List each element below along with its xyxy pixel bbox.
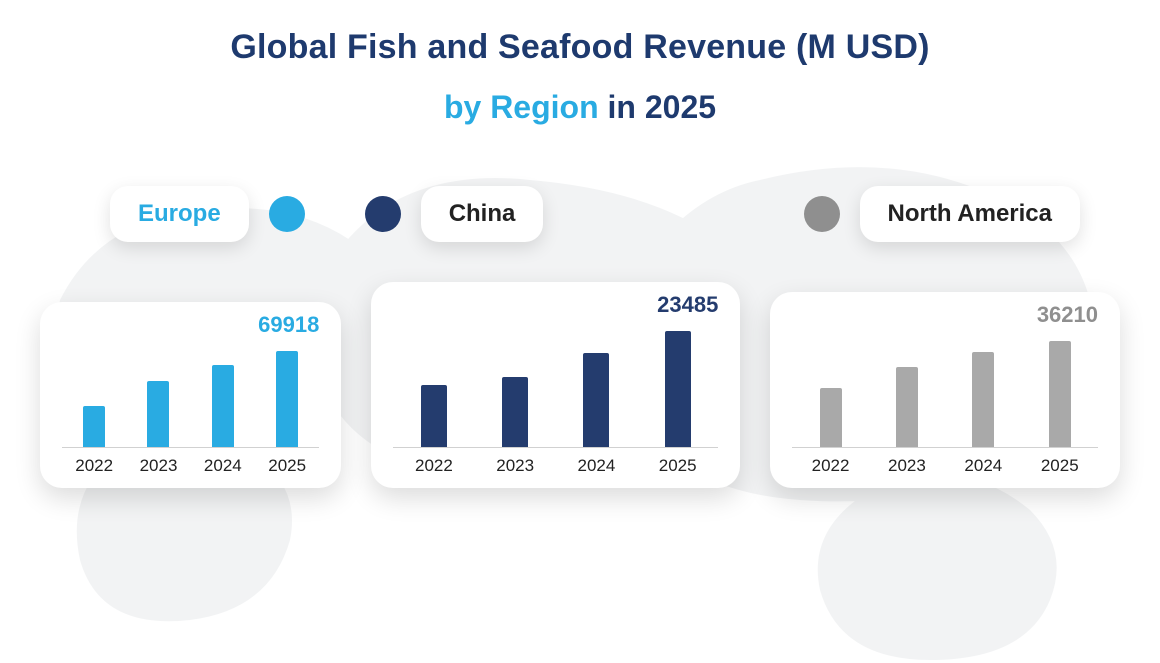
bar <box>583 353 609 447</box>
bars-na <box>792 308 1098 448</box>
dot-europe <box>269 196 305 232</box>
chart-card-europe: 69918 2022 2023 2024 2025 <box>40 302 341 488</box>
x-label: 2022 <box>415 456 453 476</box>
bar <box>665 331 691 447</box>
x-label: 2023 <box>496 456 534 476</box>
title-accent: by Region <box>444 89 599 125</box>
x-label: 2025 <box>268 456 306 476</box>
x-label: 2023 <box>140 456 178 476</box>
badge-group-europe: Europe <box>110 186 305 242</box>
x-label: 2023 <box>888 456 926 476</box>
bars-china <box>393 298 718 448</box>
xlabels-na: 2022 2023 2024 2025 <box>792 456 1098 476</box>
bar <box>421 385 447 447</box>
title: Global Fish and Seafood Revenue (M USD) … <box>0 0 1160 126</box>
bar <box>147 381 169 447</box>
title-rest: in 2025 <box>599 89 716 125</box>
x-label: 2024 <box>204 456 242 476</box>
title-line2: by Region in 2025 <box>0 89 1160 126</box>
x-label: 2022 <box>75 456 113 476</box>
chart-value-china: 23485 <box>657 292 718 318</box>
badge-europe-label: Europe <box>138 200 221 228</box>
bar <box>972 352 994 447</box>
bar <box>1049 341 1071 447</box>
badge-china: China <box>421 186 544 242</box>
dot-north-america <box>804 196 840 232</box>
bar <box>896 367 918 448</box>
title-line1: Global Fish and Seafood Revenue (M USD) <box>0 28 1160 67</box>
chart-value-europe: 69918 <box>258 312 319 338</box>
x-label: 2024 <box>964 456 1002 476</box>
chart-value-na: 36210 <box>1037 302 1098 328</box>
x-label: 2025 <box>659 456 697 476</box>
bar <box>83 406 105 447</box>
region-badges-row: Europe China North America <box>0 186 1160 242</box>
bar <box>276 351 298 447</box>
badge-group-north-america: North America <box>804 186 1080 242</box>
xlabels-china: 2022 2023 2024 2025 <box>393 456 718 476</box>
badge-group-china: China <box>365 186 544 242</box>
badge-na-label: North America <box>888 200 1052 228</box>
bar <box>502 377 528 447</box>
xlabels-europe: 2022 2023 2024 2025 <box>62 456 319 476</box>
chart-card-china: 23485 2022 2023 2024 2025 <box>371 282 740 488</box>
x-label: 2025 <box>1041 456 1079 476</box>
chart-card-north-america: 36210 2022 2023 2024 2025 <box>770 292 1120 488</box>
badge-north-america: North America <box>860 186 1080 242</box>
badge-europe: Europe <box>110 186 249 242</box>
badge-china-label: China <box>449 200 516 228</box>
bar <box>212 365 234 447</box>
x-label: 2024 <box>578 456 616 476</box>
charts-row: 69918 2022202320242025 23485 20222023202… <box>0 282 1160 488</box>
bar <box>820 388 842 447</box>
x-label: 2022 <box>812 456 850 476</box>
dot-china <box>365 196 401 232</box>
